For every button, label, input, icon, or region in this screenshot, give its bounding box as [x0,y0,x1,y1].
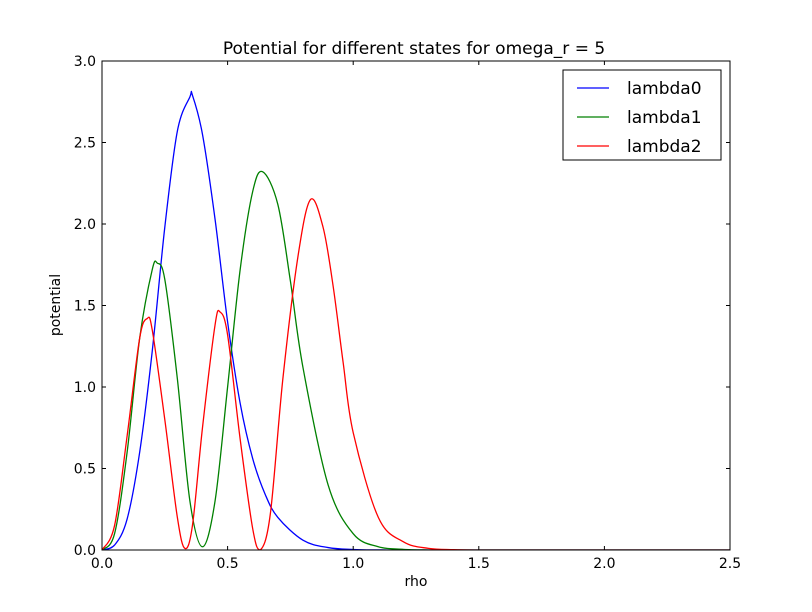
plot-area [102,90,730,550]
x-tick-label: 2.5 [719,556,741,572]
y-tick-label: 0.0 [74,543,96,559]
legend: lambda0 lambda1 lambda2 [562,69,722,161]
legend-label-lambda0: lambda0 [627,79,702,99]
legend-label-lambda1: lambda1 [627,108,702,128]
x-axis-label: rho [405,574,428,590]
y-tick-label: 1.5 [74,299,96,315]
legend-label-lambda2: lambda2 [627,137,702,157]
y-tick-label: 2.0 [74,217,96,233]
series-line-lambda0 [102,90,730,550]
series-line-lambda1 [102,170,730,550]
y-tick-label: 1.0 [74,380,96,396]
series-line-lambda2 [102,198,730,550]
legend-box [562,69,722,161]
y-tick-label: 2.5 [74,136,96,152]
x-tick-label: 2.0 [593,556,615,572]
y-axis-label: potential [48,274,64,336]
y-tick-label: 3.0 [74,54,96,70]
ticks: 0.0 0.5 1.0 1.5 2.0 2.5 0.0 0.5 1.0 1.5 2.0 2.5 3.0 [74,54,741,572]
chart-title: Potential for different states for omega… [223,39,605,59]
x-tick-label: 0.0 [91,556,113,572]
x-tick-label: 1.5 [468,556,490,572]
plot-frame [101,60,731,551]
y-tick-label: 0.5 [74,462,96,478]
x-tick-label: 0.5 [216,556,238,572]
x-tick-label: 1.0 [342,556,364,572]
